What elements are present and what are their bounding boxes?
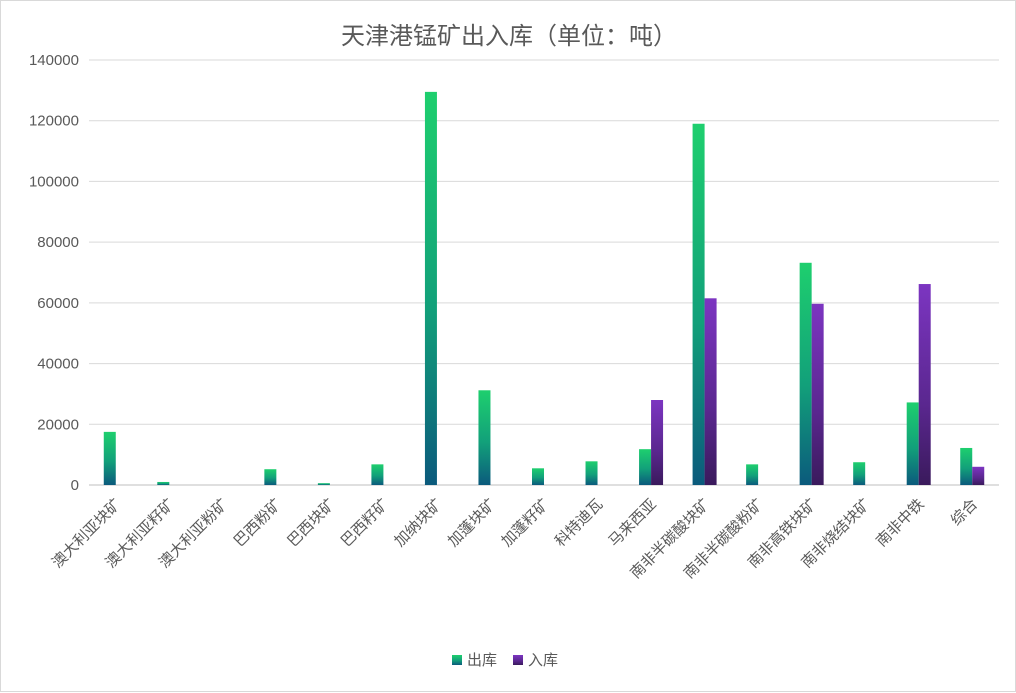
x-tick-label: 巴西块矿 xyxy=(284,495,339,550)
legend-label: 入库 xyxy=(528,651,558,669)
x-tick-label: 巴西籽矿 xyxy=(337,495,392,550)
y-tick-label: 20000 xyxy=(37,416,79,433)
x-axis: 澳大利亚块矿澳大利亚籽矿澳大利亚粉矿巴西粉矿巴西块矿巴西籽矿加纳块矿加蓬块矿加蓬… xyxy=(48,495,981,582)
bar-out xyxy=(371,464,384,485)
bar-out xyxy=(906,402,919,485)
legend: 出库 入库 xyxy=(452,651,558,669)
x-tick-label: 马来西亚 xyxy=(605,495,660,550)
x-tick-label: 加蓬籽矿 xyxy=(498,495,553,550)
gridlines xyxy=(89,59,999,486)
y-tick-label: 0 xyxy=(71,477,79,494)
bar-out xyxy=(478,390,491,485)
bars xyxy=(103,91,985,485)
bar-out xyxy=(960,447,973,485)
y-tick-label: 40000 xyxy=(37,356,79,373)
x-tick-label: 科特迪瓦 xyxy=(551,495,606,550)
bar-in xyxy=(651,400,664,485)
bar-out xyxy=(746,464,759,485)
bar-in xyxy=(704,298,717,485)
bar-out xyxy=(103,431,116,485)
bar-out xyxy=(585,461,598,485)
x-tick-label: 综合 xyxy=(947,495,981,529)
legend-swatch xyxy=(513,655,523,665)
y-tick-label: 60000 xyxy=(37,295,79,312)
y-axis: 0 20000 40000 60000 80000 100000 120000 140000 xyxy=(29,52,79,494)
bar-in xyxy=(811,303,824,485)
bar-out xyxy=(692,123,705,485)
bar-in xyxy=(972,466,985,485)
x-tick-label: 巴西粉矿 xyxy=(230,495,285,550)
bar-out xyxy=(264,469,277,485)
x-tick-label: 加纳块矿 xyxy=(391,495,446,550)
bar-out xyxy=(157,481,170,485)
y-tick-label: 100000 xyxy=(29,173,79,190)
y-tick-label: 140000 xyxy=(29,52,79,69)
y-tick-label: 80000 xyxy=(37,234,79,251)
bar-out xyxy=(532,468,544,485)
chart-title: 天津港锰矿出入库（单位：吨） xyxy=(341,22,677,50)
legend-swatch xyxy=(452,655,462,665)
bar-out xyxy=(424,91,437,485)
legend-label: 出库 xyxy=(467,651,497,669)
x-tick-label: 加蓬块矿 xyxy=(444,495,499,550)
bar-out xyxy=(853,462,866,485)
x-tick-label: 南非中铁 xyxy=(872,495,927,550)
bar-out xyxy=(639,449,652,485)
bar-out xyxy=(317,483,330,485)
bar-out xyxy=(799,262,812,485)
bar-in xyxy=(918,284,931,485)
y-tick-label: 120000 xyxy=(29,113,79,130)
